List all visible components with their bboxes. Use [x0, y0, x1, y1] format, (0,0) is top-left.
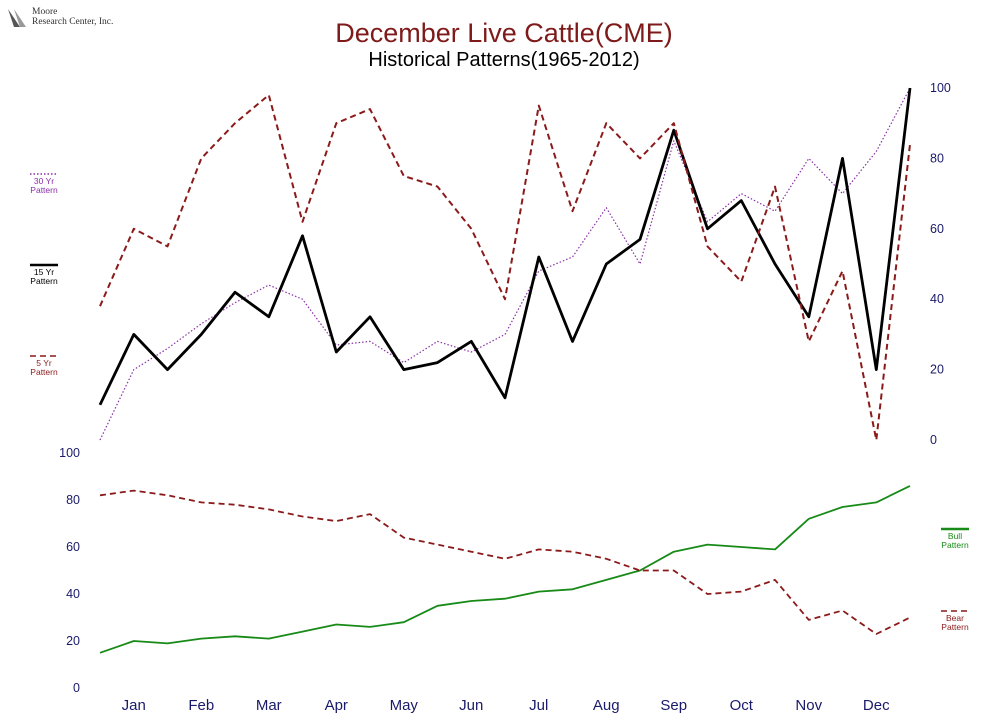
chart-title: December Live Cattle(CME)	[335, 18, 673, 48]
chart-subtitle: Historical Patterns(1965-2012)	[368, 49, 639, 71]
y-tick-label: 40	[66, 587, 80, 601]
y-tick-label: 60	[66, 540, 80, 554]
logo-line-1: Moore	[32, 7, 57, 17]
month-label: Jul	[529, 697, 548, 714]
month-label: Jun	[459, 697, 483, 714]
y-tick-label: 0	[930, 433, 937, 447]
legend-label-line-2: Pattern	[30, 367, 58, 377]
pattern-chart: 0 20 40 60 80 100	[98, 81, 951, 447]
logo-triangle-icon	[8, 9, 20, 27]
legend-label-line-2: Pattern	[30, 185, 58, 195]
logo-triangle-icon	[14, 9, 26, 27]
y-tick-label: 40	[930, 292, 944, 306]
month-label: Oct	[730, 697, 754, 714]
y-tick-label: 0	[73, 681, 80, 695]
series-line-15-yr-pattern	[98, 87, 912, 406]
bull-bear-chart: 0 20 40 60 80 100	[59, 446, 911, 695]
month-label: May	[390, 697, 419, 714]
series-line-30-yr-pattern	[99, 87, 911, 441]
y-tick-label: 80	[930, 151, 944, 165]
month-label: Sep	[660, 697, 687, 714]
legend-label-line-1: 5 Yr	[36, 358, 52, 368]
legend-label-line-2: Pattern	[941, 622, 969, 632]
legend-label-line-1: 30 Yr	[34, 176, 54, 186]
legend-label-line-2: Pattern	[941, 540, 969, 550]
series-line-bear-pattern	[99, 489, 911, 635]
series-line-5-yr-pattern	[99, 94, 911, 441]
series-line-bull-pattern	[99, 485, 911, 654]
legend-label-line-1: 15 Yr	[34, 267, 54, 277]
month-label: Feb	[188, 697, 214, 714]
month-axis: Jan Feb Mar Apr May Jun Jul Aug Sep Oct Nov Dec	[122, 697, 890, 714]
legend-label-line-1: Bull	[948, 531, 962, 541]
month-label: Apr	[325, 697, 348, 714]
legend-label-line-2: Pattern	[30, 276, 58, 286]
month-label: Nov	[795, 697, 822, 714]
y-tick-label: 20	[930, 363, 944, 377]
month-label: Jan	[122, 697, 146, 714]
month-label: Dec	[863, 697, 890, 714]
month-label: Aug	[593, 697, 620, 714]
moore-logo: Moore Research Center, Inc.	[8, 7, 113, 27]
month-label: Mar	[256, 697, 282, 714]
y-tick-label: 100	[59, 446, 80, 460]
logo-line-2: Research Center, Inc.	[32, 17, 113, 27]
y-tick-label: 20	[66, 634, 80, 648]
y-tick-label: 100	[930, 81, 951, 95]
legend-label-line-1: Bear	[946, 613, 964, 623]
y-tick-label: 80	[66, 493, 80, 507]
y-tick-label: 60	[930, 222, 944, 236]
